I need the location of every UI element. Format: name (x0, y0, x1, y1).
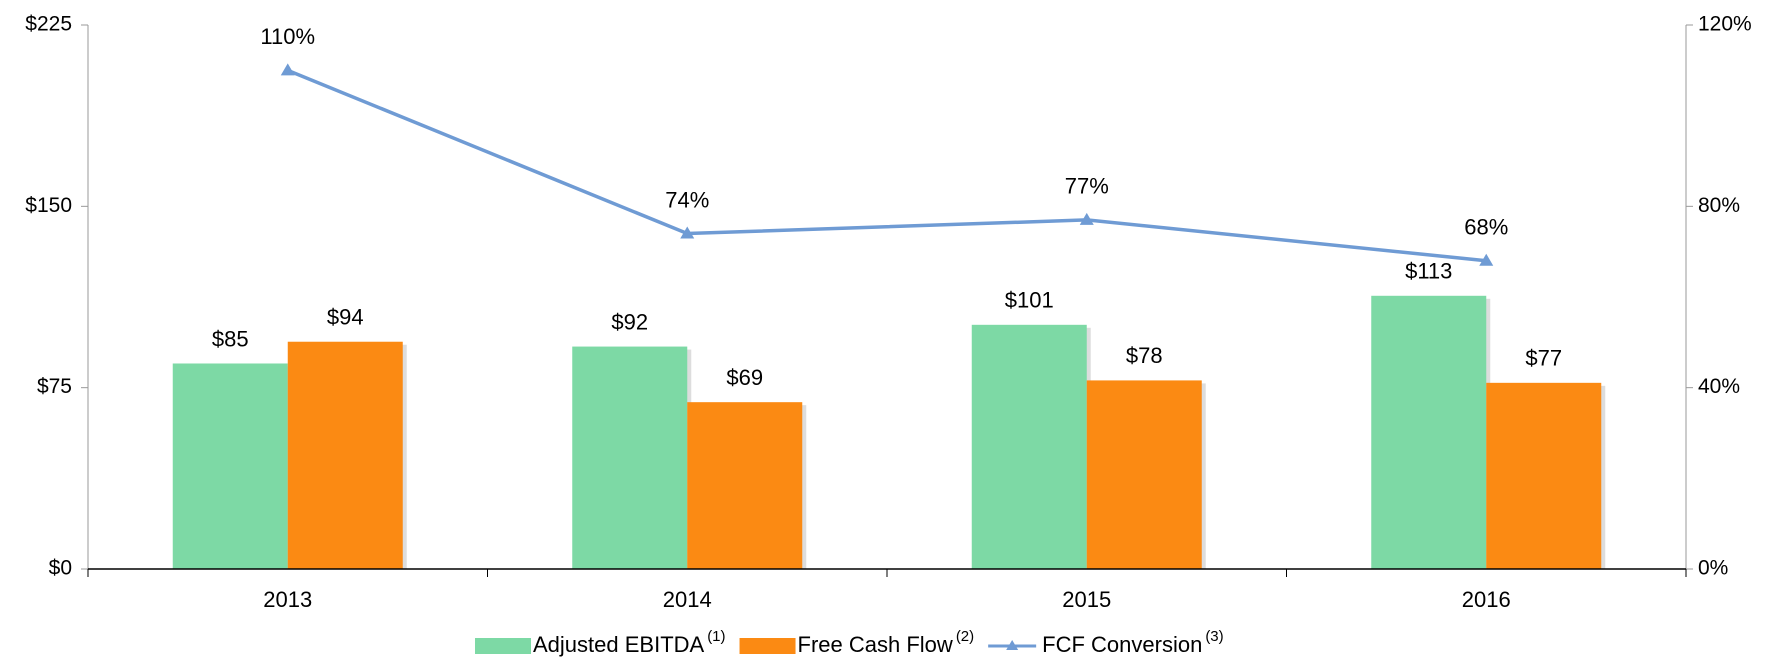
legend-footnote: (2) (956, 628, 974, 645)
bar (1086, 380, 1202, 569)
line (287, 68, 1487, 263)
bar-value-label: $69 (726, 365, 763, 390)
line-value-label: 74% (665, 187, 709, 212)
line-marker (1479, 253, 1494, 266)
legend-label: Free Cash Flow (798, 632, 953, 657)
line-value-label: 77% (1065, 174, 1109, 199)
y-tick-label: $150 (25, 194, 72, 217)
y-tick-label: $225 (25, 13, 72, 36)
y2-tick-label: 40% (1698, 375, 1740, 398)
line-marker (280, 63, 295, 76)
bar (1486, 382, 1602, 569)
legend-label: Adjusted EBITDA (533, 632, 705, 657)
legend-footnote: (1) (707, 628, 725, 645)
legend-swatch (739, 638, 796, 654)
bar (287, 341, 403, 569)
line-value-label: 110% (260, 24, 315, 49)
bar-value-label: $101 (1005, 288, 1054, 313)
bar (1371, 295, 1487, 569)
y2-tick-label: 120% (1698, 13, 1752, 36)
legend-label: FCF Conversion (1042, 632, 1202, 657)
y-tick-label: $0 (49, 557, 72, 580)
y-tick-label: $75 (37, 375, 72, 398)
legend-swatch (475, 638, 531, 654)
bar-value-label: $78 (1126, 343, 1163, 368)
legend-footnote: (3) (1205, 628, 1223, 645)
bar-value-label: $94 (327, 305, 364, 330)
legend-marker (1006, 640, 1019, 650)
line-marker (1079, 212, 1094, 225)
bar-value-label: $113 (1405, 259, 1452, 284)
bar (172, 363, 288, 569)
x-tick-label: 2013 (263, 587, 312, 612)
x-tick-label: 2015 (1062, 587, 1111, 612)
line-marker (680, 226, 695, 239)
line-value-label: 68% (1464, 215, 1508, 240)
x-tick-label: 2014 (663, 587, 712, 612)
x-tick-label: 2016 (1462, 587, 1511, 612)
bar (971, 324, 1087, 569)
bar (572, 346, 688, 569)
y2-tick-label: 80% (1698, 194, 1740, 217)
bar-value-label: $92 (611, 309, 648, 334)
bar (687, 402, 803, 569)
y2-tick-label: 0% (1698, 557, 1728, 580)
bar-value-label: $85 (212, 326, 249, 351)
bar-value-label: $77 (1525, 346, 1562, 371)
